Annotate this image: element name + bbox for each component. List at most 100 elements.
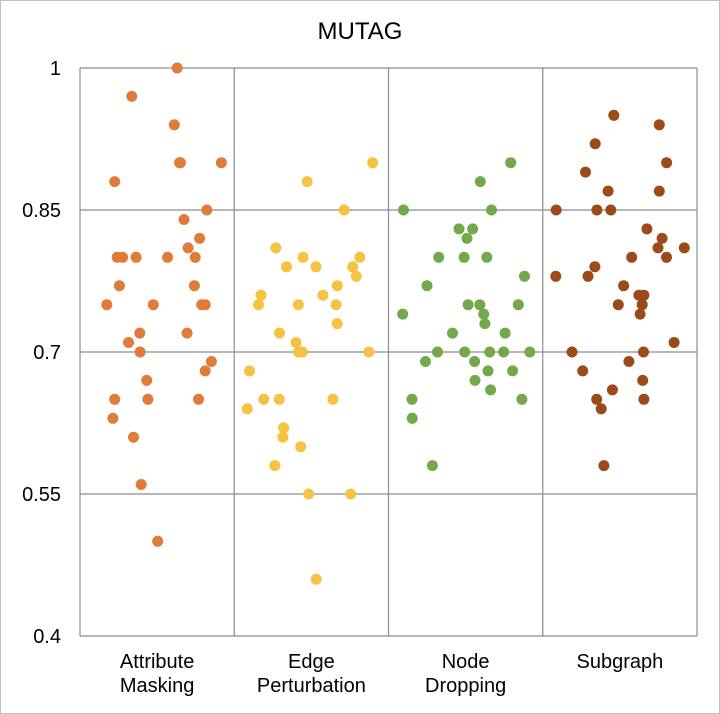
data-point [331, 318, 343, 330]
data-point [350, 270, 362, 282]
data-point [281, 261, 292, 273]
data-point [499, 327, 511, 339]
data-point [182, 242, 194, 254]
data-point [199, 365, 211, 377]
data-point [270, 242, 282, 254]
data-point [109, 176, 121, 188]
data-point [215, 157, 227, 169]
data-point [626, 251, 638, 263]
data-point [550, 204, 562, 216]
data-point [277, 431, 289, 443]
data-point [109, 393, 121, 405]
y-tick-label: 0.85 [22, 200, 61, 222]
data-point [636, 299, 648, 311]
data-point [317, 289, 329, 301]
data-point [310, 261, 322, 273]
data-point [484, 346, 496, 358]
data-point [152, 535, 164, 547]
data-point [459, 346, 471, 358]
data-point [258, 393, 270, 405]
data-point [168, 119, 180, 131]
data-point [301, 176, 313, 188]
data-point [433, 251, 445, 263]
data-point [297, 251, 309, 263]
data-point [524, 346, 536, 358]
data-point [303, 488, 315, 500]
data-point [653, 185, 665, 197]
data-point [458, 251, 470, 263]
data-point [589, 138, 601, 150]
data-point [656, 232, 668, 244]
y-tick-label: 1 [50, 58, 61, 80]
data-point [638, 289, 650, 301]
data-point [453, 223, 465, 235]
data-point [117, 251, 129, 263]
data-point [310, 573, 322, 585]
data-point [474, 299, 486, 311]
category-label: Subgraph [577, 651, 664, 673]
category-label: Edge [288, 651, 335, 673]
data-point [278, 422, 290, 434]
data-point [253, 299, 264, 311]
data-point [290, 337, 302, 348]
data-point [516, 393, 528, 405]
data-point [141, 374, 153, 386]
data-point [481, 251, 493, 263]
data-point [363, 346, 375, 358]
data-point [512, 299, 524, 311]
data-point [338, 204, 350, 216]
data-point [101, 299, 113, 311]
data-point [147, 299, 159, 311]
data-point [188, 280, 200, 292]
chart-title: MUTAG [318, 18, 403, 45]
data-point [485, 384, 497, 396]
data-point [598, 460, 610, 472]
y-tick-label: 0.4 [33, 626, 61, 648]
data-point [295, 441, 307, 453]
data-point [652, 242, 664, 254]
data-point [474, 176, 486, 188]
data-point [331, 280, 343, 292]
data-point [201, 204, 213, 216]
data-point [421, 280, 433, 292]
data-point [591, 204, 603, 216]
data-point [123, 337, 134, 348]
data-point [462, 299, 474, 311]
data-point [113, 280, 125, 292]
data-point [205, 356, 217, 367]
data-point [653, 119, 665, 131]
points-layer [101, 62, 690, 585]
data-point [292, 299, 304, 311]
data-point [589, 261, 601, 273]
data-point [661, 157, 673, 169]
data-point [505, 157, 517, 169]
data-point [637, 374, 649, 386]
data-point [638, 393, 650, 405]
data-point [618, 280, 630, 292]
data-point [171, 62, 183, 74]
category-label: Attribute [120, 651, 194, 673]
data-point [606, 384, 618, 396]
data-point [623, 356, 635, 367]
data-point [566, 346, 578, 358]
data-point [189, 251, 201, 263]
data-point [467, 223, 479, 235]
y-tick-label: 0.7 [33, 342, 61, 364]
data-point [406, 393, 418, 405]
data-point [327, 393, 339, 405]
data-point [347, 261, 359, 273]
data-point [602, 185, 614, 197]
data-point [486, 204, 497, 216]
data-point [296, 346, 308, 358]
data-point [641, 223, 653, 235]
data-point [196, 299, 208, 311]
data-point [134, 346, 146, 358]
category-label: Node [442, 651, 490, 673]
data-point [608, 109, 620, 121]
data-point [128, 431, 139, 443]
data-point [469, 356, 481, 367]
data-point [432, 346, 443, 358]
